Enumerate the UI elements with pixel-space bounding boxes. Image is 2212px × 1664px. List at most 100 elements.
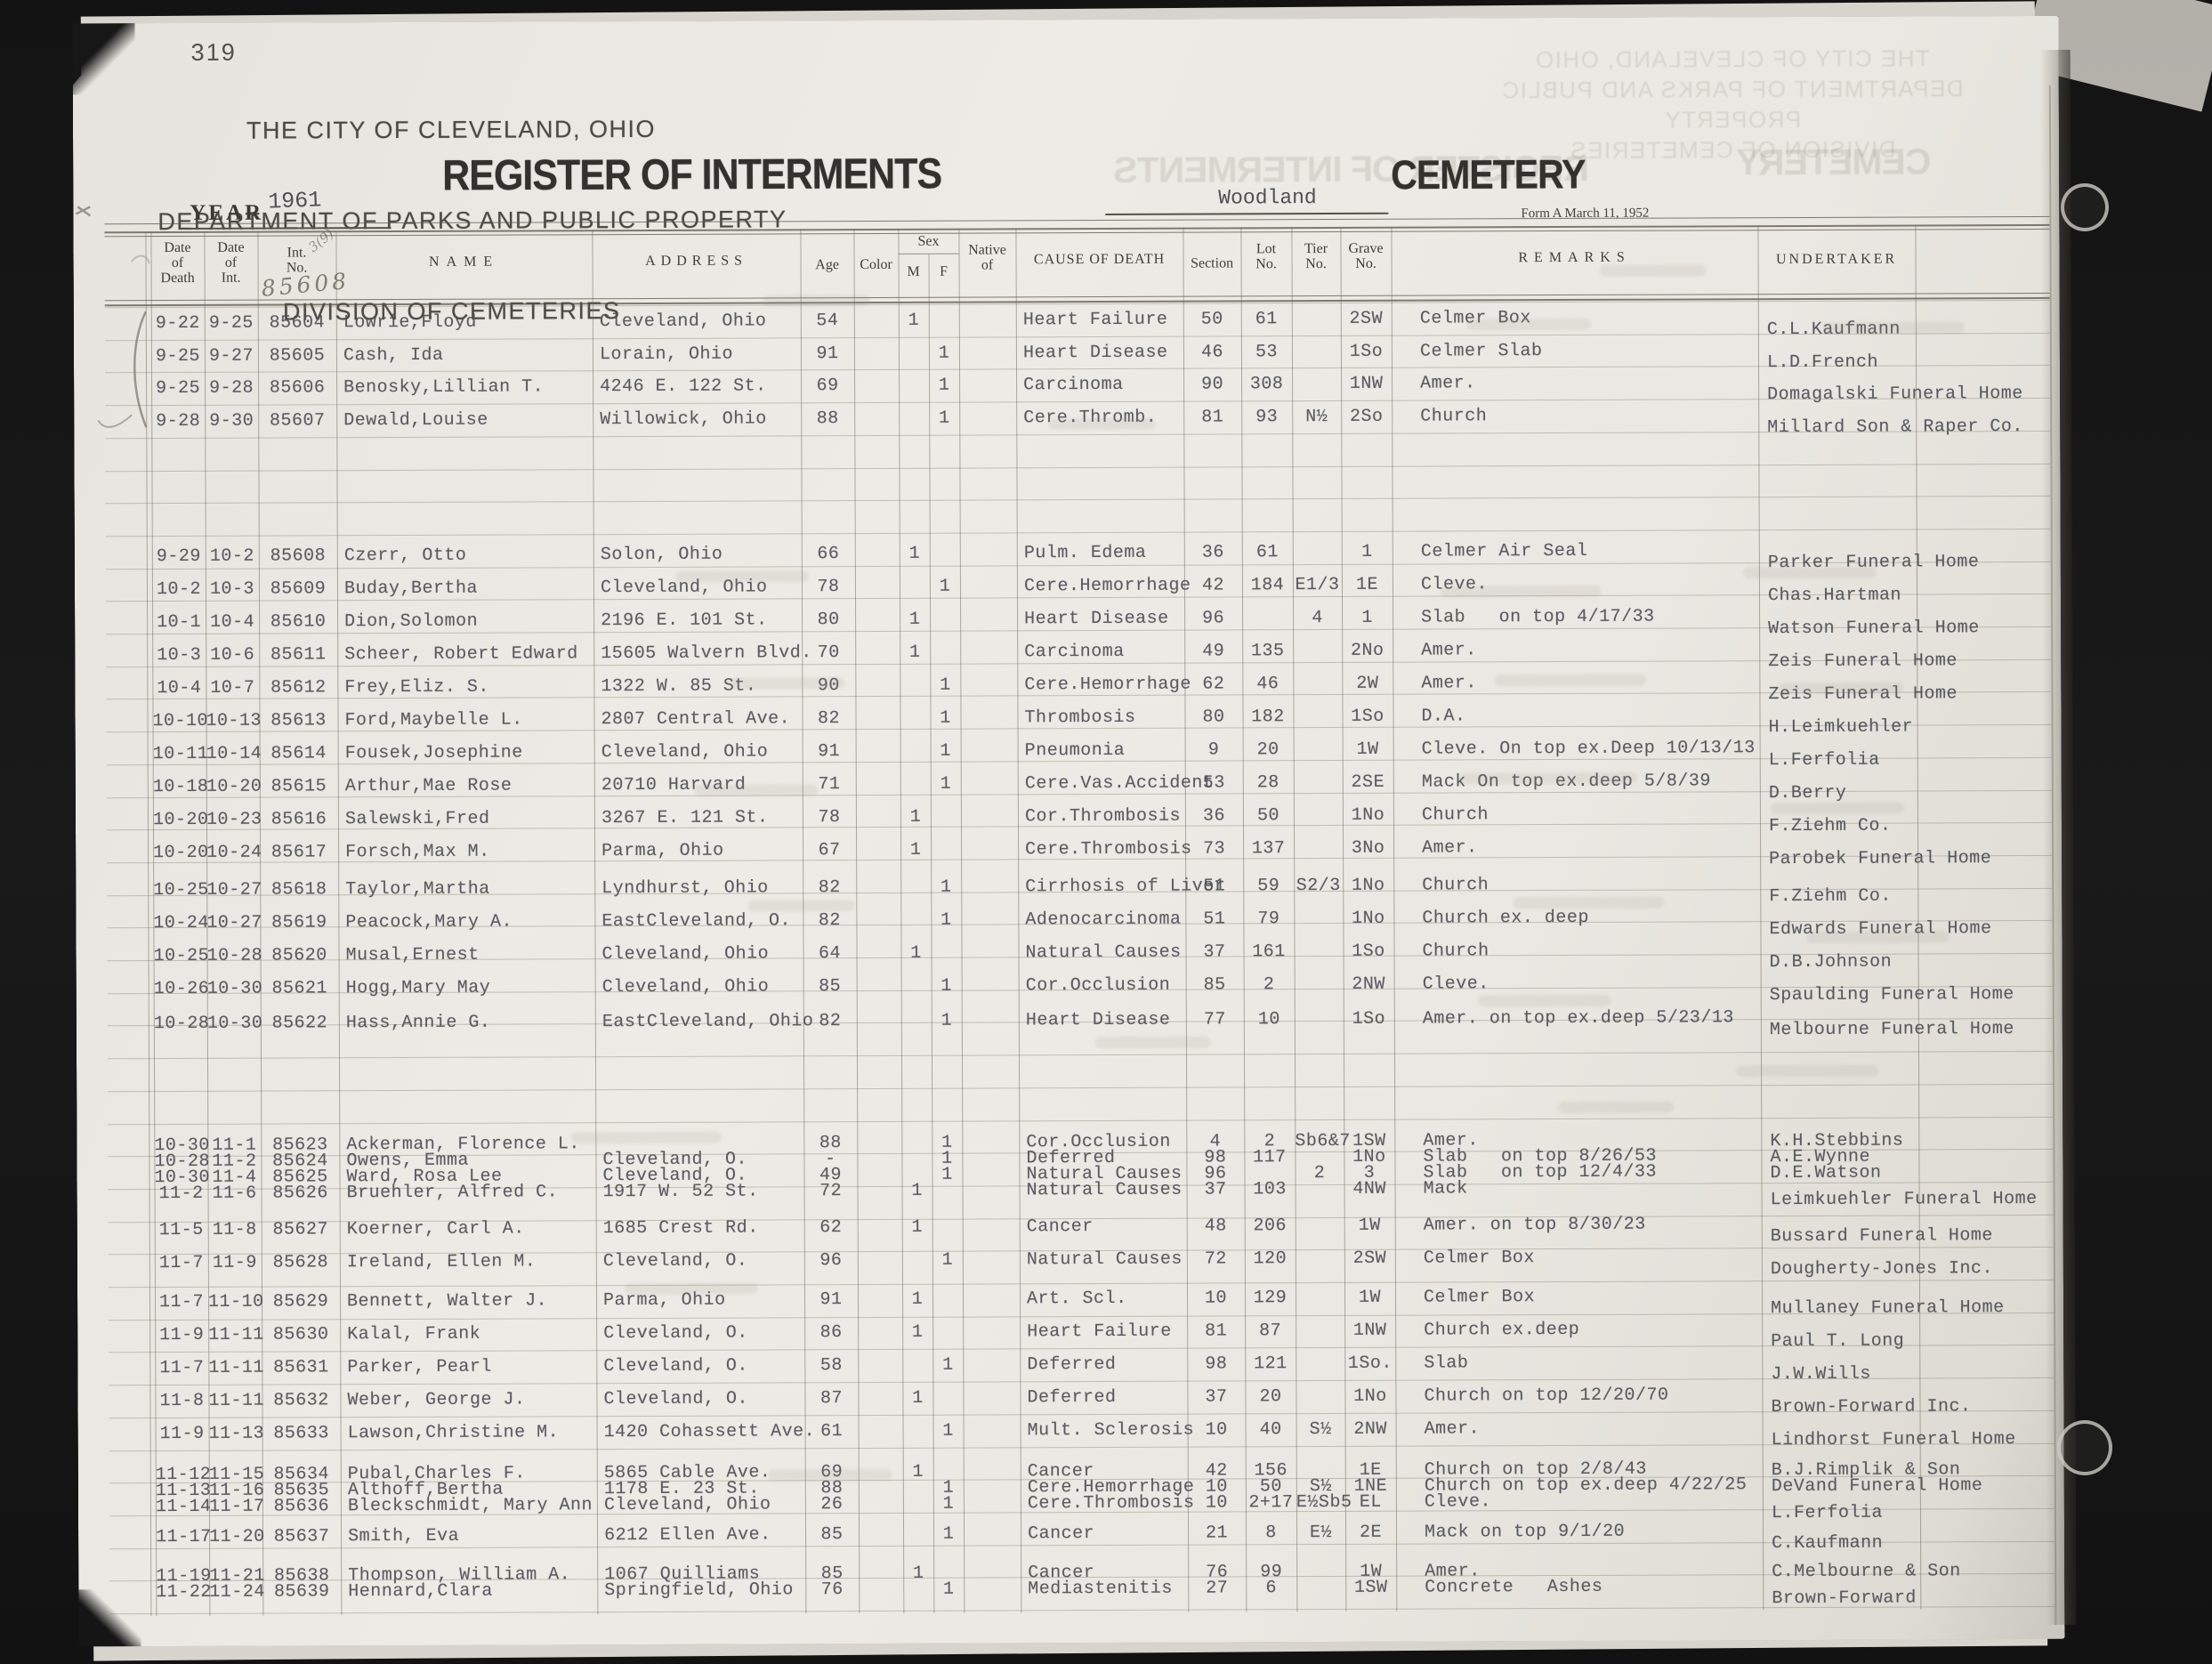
cell-no: 85606 — [269, 377, 326, 399]
cell-lot: 28 — [1256, 772, 1280, 794]
col-header-section: Section — [1191, 255, 1234, 271]
cell-no: 85633 — [273, 1423, 329, 1444]
cell-lot: 206 — [1253, 1216, 1288, 1237]
cell-name: Buday,Bertha — [343, 578, 479, 600]
cell-sex-m: 1 — [908, 609, 921, 630]
cell-no: 85609 — [270, 578, 327, 600]
cell-undertaker: Domagalski Funeral Home — [1767, 384, 2023, 406]
cell-dod: 11-2 — [158, 1183, 204, 1205]
cell-dod: 10-1 — [157, 611, 202, 634]
ink-show-through — [747, 900, 855, 912]
cell-grave: 1 — [1361, 541, 1373, 562]
cell-remarks: Amer. — [1420, 373, 1476, 394]
cell-doi: 11-6 — [212, 1183, 257, 1204]
cell-no: 85627 — [272, 1219, 329, 1240]
cell-section: 50 — [1200, 309, 1223, 330]
cell-remarks: Church — [1422, 941, 1489, 962]
ink-show-through — [1736, 1064, 1879, 1078]
ledger-grid-lines — [0, 0, 2208, 1625]
col-header-color: Color — [860, 256, 892, 273]
cell-grave: 3No — [1351, 837, 1385, 859]
cell-name: Cash, Ida — [343, 344, 444, 367]
cell-cause: Deferred — [1027, 1386, 1117, 1409]
cell-tier: 4 — [1312, 608, 1323, 629]
cell-dod: 11-17 — [156, 1526, 212, 1548]
cell-undertaker: Spaulding Funeral Home — [1769, 984, 2014, 1006]
cell-grave: 2SW — [1352, 1248, 1387, 1269]
cell-undertaker: Lindhorst Funeral Home — [1771, 1429, 2016, 1451]
ink-show-through — [1465, 318, 1591, 331]
cell-section: 81 — [1205, 1321, 1228, 1342]
cell-address: Cleveland, O. — [603, 1322, 748, 1345]
cell-age: 91 — [819, 1289, 843, 1311]
cell-grave: 2So — [1349, 406, 1384, 427]
cell-cause: Pneumonia — [1024, 739, 1126, 762]
cell-lot: 184 — [1250, 575, 1285, 596]
form-note: Form A March 11, 1952 — [1521, 206, 1650, 222]
cell-remarks: D.A. — [1421, 706, 1466, 727]
cell-address: Lorain, Ohio — [599, 343, 734, 366]
org-line-1: THE CITY OF CLEVELAND, OHIO — [246, 115, 657, 144]
cell-cause: Cor.Thrombosis — [1024, 805, 1182, 828]
cell-cause: Heart Disease — [1024, 608, 1169, 630]
col-header-remarks: REMARKS — [1518, 249, 1631, 266]
cell-doi: 9-30 — [209, 410, 254, 432]
cell-no: 85630 — [272, 1324, 329, 1345]
cell-sex-f: 1 — [941, 975, 952, 997]
cell-address: Cleveland, Ohio — [601, 943, 770, 965]
cell-dod: 9-25 — [156, 377, 201, 400]
cell-remarks: Church ex.deep — [1424, 1319, 1580, 1341]
cell-doi: 10-13 — [206, 710, 262, 731]
cell-age: 67 — [818, 840, 841, 861]
ink-show-through — [1742, 566, 1877, 579]
cell-tier: E½Sb5 — [1296, 1491, 1352, 1514]
cell-sex-m: 1 — [909, 839, 922, 860]
cell-sex-m: 1 — [908, 642, 921, 663]
cell-grave: 1No — [1351, 875, 1385, 896]
cell-lot: 308 — [1249, 374, 1284, 395]
cell-no: 85605 — [269, 345, 326, 367]
cell-name: Bleckschmidt, Mary Ann — [347, 1495, 593, 1517]
cell-address: 2807 Central Ave. — [601, 708, 791, 731]
cell-no: 85628 — [272, 1252, 329, 1273]
ghost-cemetery-label: CEMETERY — [1737, 141, 1932, 183]
cell-sex-m: 1 — [908, 310, 920, 331]
cell-lot: 121 — [1254, 1353, 1288, 1375]
cell-sex-f: 1 — [942, 1354, 954, 1376]
ink-show-through — [1806, 931, 1950, 943]
cemetery-label: CEMETERY — [1391, 150, 1586, 198]
cell-age: 78 — [818, 807, 841, 828]
cell-lot: 40 — [1259, 1419, 1282, 1441]
cell-section: 37 — [1203, 941, 1226, 963]
cell-undertaker: L.D.French — [1766, 351, 1879, 374]
cell-age: 80 — [817, 610, 840, 631]
cell-remarks: Cleve. — [1422, 973, 1489, 995]
cell-name: Ireland, Ellen M. — [346, 1251, 537, 1273]
cell-dod: 10-25 — [153, 879, 209, 901]
ink-show-through — [1048, 417, 1156, 431]
cell-lot: 10 — [1257, 1009, 1280, 1030]
cell-age: 66 — [817, 544, 840, 565]
cell-grave: 2E — [1359, 1522, 1383, 1543]
ink-show-through — [674, 570, 809, 583]
cell-cause: Heart Failure — [1022, 309, 1168, 331]
cell-age: 54 — [816, 311, 839, 332]
cell-age: 58 — [819, 1355, 843, 1377]
cell-doi: 11-11 — [208, 1324, 264, 1345]
cell-grave: 1No — [1352, 908, 1385, 929]
ink-show-through — [763, 295, 870, 307]
cell-grave: 2SE — [1351, 771, 1385, 793]
cemetery-name: Woodland — [1218, 186, 1317, 210]
cell-section: 51 — [1203, 909, 1226, 930]
cell-no: 85618 — [270, 879, 327, 901]
corner-shadow-top-left — [72, 23, 135, 95]
cell-section: 72 — [1204, 1248, 1227, 1270]
cell-section: 21 — [1205, 1523, 1229, 1544]
cell-doi: 10-14 — [206, 743, 262, 764]
cell-no: 85619 — [271, 912, 327, 933]
cell-sex-m: 1 — [912, 1387, 924, 1409]
cell-section: 46 — [1200, 342, 1223, 363]
cell-sex-f: 1 — [940, 876, 952, 898]
register-table: 9-22 9-25 85604 Lowrie,Floyd Cleveland, Ohio… — [0, 0, 2208, 1609]
cell-dod: 11-9 — [159, 1423, 205, 1445]
